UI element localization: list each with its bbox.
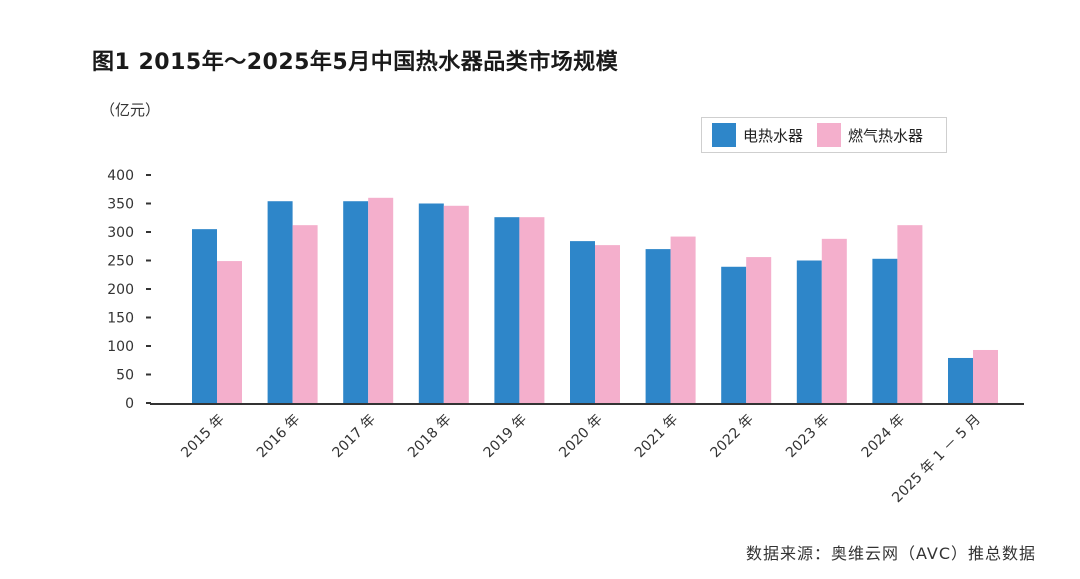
bar-electric (192, 229, 217, 403)
bar-gas (595, 245, 620, 403)
bar-electric (494, 217, 520, 403)
chart-legend: 电热水器 燃气热水器 (701, 117, 947, 153)
bar-electric (721, 266, 747, 403)
bar-gas (670, 236, 696, 403)
bar-gas (217, 261, 242, 403)
bar-gas (897, 225, 923, 403)
y-tick-label: 350 (107, 197, 134, 213)
y-tick-label: 200 (107, 282, 134, 298)
bar-electric (418, 203, 444, 403)
y-tick-label: 50 (116, 368, 134, 384)
y-tick-label: 0 (125, 396, 134, 412)
bar-gas (519, 217, 545, 403)
bar-gas (292, 225, 318, 403)
y-tick-label: 400 (107, 168, 134, 184)
bar-gas (821, 238, 847, 403)
legend-swatch-gas (817, 123, 842, 147)
bar-gas (746, 257, 772, 403)
bar-electric (796, 260, 822, 403)
x-category-label: 2023 年 (783, 412, 833, 462)
x-category-label: 2017 年 (329, 412, 379, 462)
bar-gas (443, 205, 469, 403)
x-category-label: 2024 年 (859, 412, 909, 462)
x-category-label: 2019 年 (481, 412, 531, 462)
x-category-label: 2015 年 (178, 412, 228, 462)
y-tick-label: 250 (107, 254, 134, 270)
bar-electric (343, 201, 369, 403)
bar-electric (872, 258, 898, 403)
chart-title: 图1 2015年～2025年5月中国热水器品类市场规模 (92, 50, 619, 75)
y-tick-label: 100 (107, 339, 134, 355)
bar-electric (645, 249, 671, 403)
x-category-label: 2016 年 (254, 412, 304, 462)
data-source-note: 数据来源：奥维云网（AVC）推总数据 (745, 544, 1036, 563)
legend-item-gas: 燃气热水器 (817, 123, 923, 147)
x-category-label: 2018 年 (405, 412, 455, 462)
x-category-label: 2022 年 (707, 412, 757, 462)
bar-electric (948, 357, 973, 403)
legend-swatch-electric (712, 123, 736, 147)
y-axis-unit-label: （亿元） (100, 101, 161, 119)
legend-label-gas: 燃气热水器 (848, 126, 924, 145)
y-tick-label: 150 (107, 311, 134, 327)
bar-gas (368, 197, 394, 403)
bar-electric (570, 241, 595, 403)
bar-gas (973, 349, 998, 403)
x-category-label: 2021 年 (632, 412, 682, 462)
y-tick-label: 300 (107, 225, 134, 241)
bar-electric (267, 201, 293, 403)
legend-label-electric: 电热水器 (743, 126, 804, 145)
x-category-label: 2020 年 (556, 412, 606, 462)
legend-item-electric: 电热水器 (712, 123, 803, 147)
